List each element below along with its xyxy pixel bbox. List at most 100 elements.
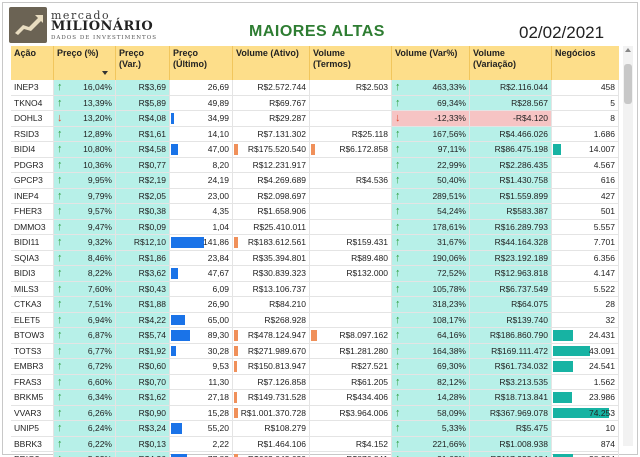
ticker-cell-value: PRIO3	[14, 454, 40, 457]
price-last-cell: 23,84	[170, 250, 233, 265]
up-arrow-icon: ↑	[57, 344, 63, 357]
volume-asset-cell-value: R$150.813.947	[247, 361, 306, 371]
price-pct-cell: ↑ 9,95%	[54, 173, 116, 188]
ticker-cell-value: FHER3	[14, 206, 42, 216]
col-header-preco-var[interactable]: Preço (Var.)	[116, 46, 170, 80]
volume-variation-cell-value: R$18.713.841	[494, 392, 548, 402]
price-var-cell-value: R$1,92	[138, 345, 166, 356]
trades-cell-value: 24.431	[589, 330, 615, 340]
price-last-cell-value: 1,04	[212, 221, 229, 232]
table-row[interactable]: FRAS3 ↑ 6,60% R$0,70 11,30 R$7.126.858 R$61.20…	[11, 374, 619, 390]
table-row[interactable]: RSID3 ↑ 12,89% R$1,61 14,10 R$7.131.302 R$25.1…	[11, 126, 619, 142]
price-pct-cell: ↑ 9,79%	[54, 188, 116, 203]
price-pct-cell-value: 10,80%	[83, 144, 112, 154]
volume-variation-cell: R$12.963.818	[470, 266, 552, 281]
table-row[interactable]: PRIO3 ↑ 5,93% R$4,36 77,83 R$663.043.630 R$876…	[11, 452, 619, 457]
col-header-negocios[interactable]: Negócios	[552, 46, 619, 80]
table-row[interactable]: SQIA3 ↑ 8,46% R$1,86 23,84 R$35.394.801 R$89.4…	[11, 250, 619, 266]
table-row[interactable]: BIDI4 ↑ 10,80% R$4,58 47,00 R$175.520.540 R$6.…	[11, 142, 619, 158]
col-header-acao[interactable]: Ação	[11, 46, 54, 80]
up-arrow-icon: ↑	[395, 422, 401, 434]
scrollbar-thumb[interactable]	[624, 64, 632, 104]
table-row[interactable]: ELET5 ↑ 6,94% R$4,22 65,00 R$268.928 ↑ 108,17% R…	[11, 312, 619, 328]
col-header-preco-pct[interactable]: Preço (%)	[54, 46, 116, 80]
table-row[interactable]: BIDI11 ↑ 9,32% R$12,10 141,86 R$183.612.561 R$…	[11, 235, 619, 251]
price-last-cell: 9,53	[170, 359, 233, 374]
table-row[interactable]: GPCP3 ↑ 9,95% R$2,19 24,19 R$4.269.689 R$4.536…	[11, 173, 619, 189]
table-row[interactable]: BRKM5 ↑ 6,34% R$1,62 27,18 R$149.731.528 R$434…	[11, 390, 619, 406]
table-row[interactable]: EMBR3 ↑ 6,72% R$0,60 9,53 R$150.813.947 R$27.5…	[11, 359, 619, 375]
price-pct-cell: ↓ 13,20%	[54, 111, 116, 126]
price-last-cell-value: 6,09	[212, 283, 229, 294]
col-header-volume-var-pct[interactable]: Volume (Var%)	[392, 46, 470, 80]
volume-var-pct-cell-value: 5,33%	[441, 423, 466, 433]
table-row[interactable]: DMMO3 ↑ 9,47% R$0,09 1,04 R$25.410.011 ↑ 178,61…	[11, 219, 619, 235]
price-bar	[171, 423, 182, 434]
price-pct-cell: ↑ 6,22%	[54, 436, 116, 451]
col-header-volume-ativo[interactable]: Volume (Ativo)	[233, 46, 310, 80]
ticker-cell: VVAR3	[11, 405, 54, 420]
col-header-volume-termos[interactable]: Volume (Termos)	[310, 46, 392, 80]
trades-cell: 4.567	[552, 157, 619, 172]
volume-terms-cell: R$4.152	[310, 436, 392, 451]
table-row[interactable]: INEP4 ↑ 9,79% R$2,05 23,00 R$2.098.697 ↑ 289,51…	[11, 188, 619, 204]
price-last-cell-value: 34,99	[207, 113, 229, 123]
volume-asset-cell: R$108.279	[233, 421, 310, 436]
ticker-cell: EMBR3	[11, 359, 54, 374]
col-header-preco-ultimo[interactable]: Preço (Último)	[170, 46, 233, 80]
price-pct-cell: ↑ 6,24%	[54, 421, 116, 436]
volume-bar	[234, 345, 238, 356]
volume-variation-cell: R$1.559.899	[470, 188, 552, 203]
table-row[interactable]: BTOW3 ↑ 6,87% R$5,74 89,30 R$478.124.947 R$8.0…	[11, 328, 619, 344]
price-last-cell-value: 77,83	[208, 454, 229, 457]
trades-bar	[553, 454, 573, 457]
price-var-cell-value: R$2,19	[138, 175, 166, 185]
price-pct-cell: ↑ 7,51%	[54, 297, 116, 312]
price-pct-cell-value: 13,20%	[83, 113, 112, 123]
volume-asset-cell: R$69.767	[233, 95, 310, 110]
table-row[interactable]: CTKA3 ↑ 7,51% R$1,88 26,90 R$84.210 ↑ 318,23% R$…	[11, 297, 619, 313]
volume-variation-cell: R$44.164.328	[470, 235, 552, 250]
volume-asset-cell-value: R$663.043.630	[248, 454, 306, 457]
price-var-cell-value: R$3,62	[138, 268, 166, 278]
price-var-cell: R$3,62	[116, 266, 170, 281]
price-var-cell-value: R$5,74	[138, 330, 166, 340]
table-row[interactable]: BIDI3 ↑ 8,22% R$3,62 47,67 R$30.839.323 R$132.…	[11, 266, 619, 282]
price-pct-cell: ↑ 6,72%	[54, 359, 116, 374]
trades-cell-value: 43.091	[589, 345, 615, 356]
volume-var-pct-cell: ↑ 69,34%	[392, 95, 470, 110]
ticker-cell: PRIO3	[11, 452, 54, 457]
ticker-cell: SQIA3	[11, 250, 54, 265]
price-last-cell: 24,19	[170, 173, 233, 188]
ticker-cell: TKNO4	[11, 95, 54, 110]
price-pct-cell-value: 9,79%	[87, 190, 112, 201]
table-row[interactable]: VVAR3 ↑ 6,26% R$0,90 15,28 R$1.001.370.728 R$3…	[11, 405, 619, 421]
volume-var-pct-cell: ↑ 22,99%	[392, 157, 470, 172]
table-row[interactable]: TKNO4 ↑ 13,39% R$5,89 49,89 R$69.767 ↑ 69,34% R$…	[11, 95, 619, 111]
table-row[interactable]: BBRK3 ↑ 6,22% R$0,13 2,22 R$1.464.106 R$4.152 ↑…	[11, 436, 619, 452]
volume-asset-cell-value: R$84.210	[269, 299, 306, 309]
scroll-up-icon[interactable]	[625, 48, 631, 52]
up-arrow-icon: ↑	[57, 205, 63, 217]
volume-asset-cell-value: R$149.731.528	[247, 392, 306, 402]
table-row[interactable]: PDGR3 ↑ 10,36% R$0,77 8,20 R$12.231.917 ↑ 22,99…	[11, 157, 619, 173]
price-var-cell: R$4,08	[116, 111, 170, 126]
trades-cell-value: 1.686	[593, 128, 615, 139]
sort-desc-icon[interactable]	[102, 71, 108, 75]
table-row[interactable]: DOHL3 ↓ 13,20% R$4,08 34,99 R$29.287 ↓ -12,33% -…	[11, 111, 619, 127]
vertical-scrollbar[interactable]	[623, 46, 633, 446]
volume-var-pct-cell: ↓ -12,33%	[392, 111, 470, 126]
col-header-volume-variacao[interactable]: Volume (Variação)	[470, 46, 552, 80]
trades-cell-value: 14.007	[589, 144, 615, 154]
price-pct-cell-value: 8,22%	[87, 268, 112, 278]
table-row[interactable]: FHER3 ↑ 9,57% R$0,38 4,35 R$1.658.906 ↑ 54,24% R…	[11, 204, 619, 220]
table-row[interactable]: INEP3 ↑ 16,04% R$3,69 26,69 R$2.572.744 R$2.50…	[11, 80, 619, 96]
volume-terms-cell: R$61.205	[310, 374, 392, 389]
table-row[interactable]: TOTS3 ↑ 6,77% R$1,92 30,28 R$271.989.670 R$1.2…	[11, 343, 619, 359]
table-row[interactable]: MILS3 ↑ 7,60% R$0,43 6,09 R$13.106.737 ↑ 105,78…	[11, 281, 619, 297]
price-last-cell: 27,18	[170, 390, 233, 405]
table-row[interactable]: UNIP5 ↑ 6,24% R$3,24 55,20 R$108.279 ↑ 5,33% R$5…	[11, 421, 619, 437]
price-last-cell-value: 15,28	[207, 407, 229, 418]
price-pct-cell-value: 12,89%	[83, 128, 112, 139]
